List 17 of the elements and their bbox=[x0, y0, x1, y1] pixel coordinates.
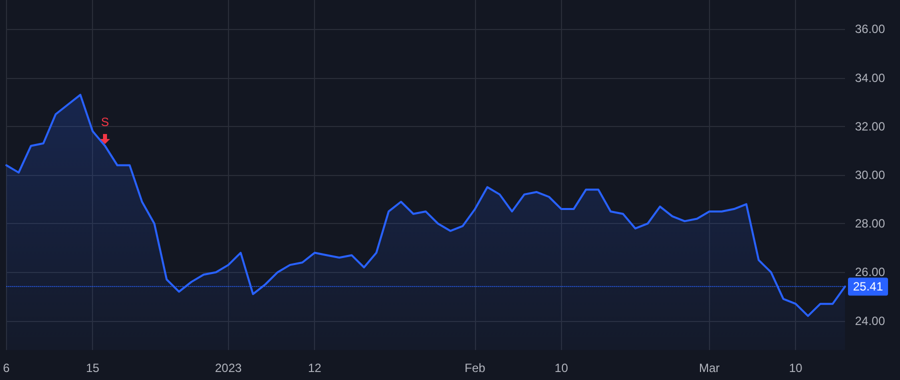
y-tick-label: 36.00 bbox=[855, 22, 886, 36]
x-tick-label: 2023 bbox=[214, 361, 242, 375]
x-tick-label: 15 bbox=[86, 361, 100, 375]
x-tick-label: 10 bbox=[788, 361, 803, 375]
ref-line-label: 25.41 bbox=[853, 280, 884, 294]
x-tick-label: Mar bbox=[699, 361, 720, 375]
x-tick-label: 10 bbox=[554, 361, 568, 375]
y-tick-label: 30.00 bbox=[855, 168, 886, 182]
x-tick-label: Feb bbox=[464, 361, 486, 375]
y-tick-label: 26.00 bbox=[855, 265, 886, 280]
x-tick-label: 12 bbox=[308, 361, 322, 375]
annotation: S bbox=[100, 114, 110, 129]
y-tick-label: 34.00 bbox=[855, 70, 886, 85]
x-tick-label: 6 bbox=[2, 361, 10, 375]
y-tick-label: 24.00 bbox=[855, 314, 886, 328]
y-tick-label: 28.00 bbox=[855, 216, 886, 231]
y-tick-label: 32.00 bbox=[855, 119, 886, 134]
